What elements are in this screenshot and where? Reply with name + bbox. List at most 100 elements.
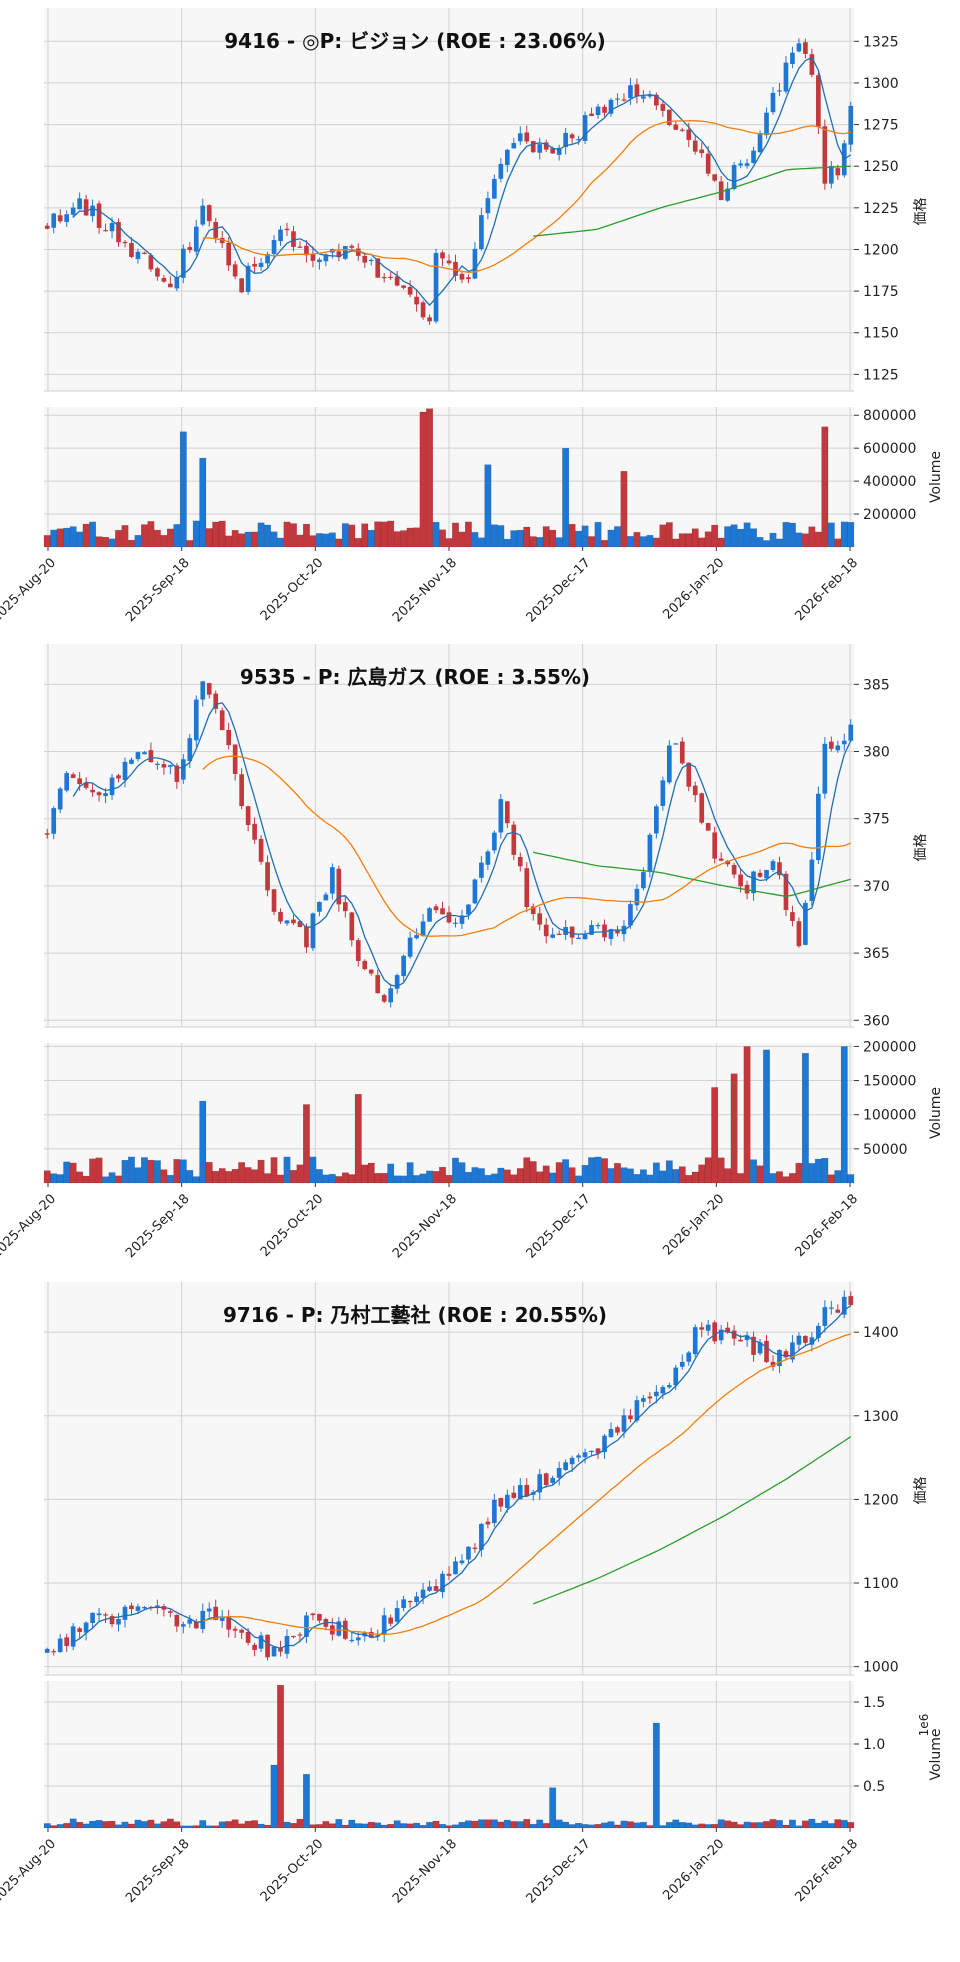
volume-bar [374,521,382,548]
candle-body [446,1573,452,1576]
volume-bar [827,522,835,548]
volume-bar [179,1825,187,1829]
candle-body [479,862,484,878]
candle-body [193,699,199,741]
volume-bar [678,1822,686,1829]
volume-tick-label: 800000 [863,408,916,424]
volume-bar [348,1174,356,1184]
volume-bar [614,1824,621,1829]
volume-bar [646,1825,654,1829]
candle-body [77,1628,82,1632]
candle-body [686,762,692,787]
candle-body [576,937,581,939]
candle-body [822,743,828,794]
candle-body [679,741,685,764]
volume-bar [588,1157,596,1184]
price-tick-label: 375 [863,812,890,828]
candle-body [368,969,374,974]
candle-body [291,1635,296,1638]
volume-bar [484,1819,492,1829]
volume-bar [140,524,148,548]
candle-body [245,265,251,292]
volume-bar [115,529,122,548]
candle-body [453,1561,458,1575]
volume-bar [374,1173,382,1184]
candle-body [64,214,70,222]
volume-bar [743,522,751,548]
candle-body [336,1621,342,1636]
volume-bar [205,1825,213,1829]
volume-bar [497,525,505,548]
volume-bar [562,1821,570,1829]
volume-bar [639,536,647,548]
candle-body [394,1608,400,1622]
volume-tick-label: 400000 [863,474,916,490]
volume-bar [341,1824,349,1829]
candle-body [679,1361,685,1367]
candle-body [129,759,134,764]
candle-body [200,205,206,225]
volume-bar [380,521,388,548]
candle-body [699,1327,705,1330]
volume-bar [244,1820,252,1829]
volume-bar [56,1824,64,1829]
candle-body [744,163,750,166]
volume-bar [335,538,343,548]
volume-tick-label: 600000 [863,441,916,457]
volume-bar [575,1822,583,1829]
candle-body [83,1622,89,1633]
candle-body [304,926,309,948]
volume-bar [140,1157,148,1184]
volume-bar [335,1819,343,1829]
volume-bar [43,535,51,548]
price-tick-label: 360 [863,1013,890,1029]
candle-body [777,90,782,92]
volume-bar [192,520,200,548]
candle-body [103,793,108,797]
date-tick-label: 2026-Jan-20 [660,555,727,622]
volume-bar [160,1821,168,1829]
candle-body [621,99,627,101]
candle-body [239,278,244,293]
candle-body [206,683,212,695]
candle-body [608,99,614,114]
volume-bar [789,1173,796,1184]
volume-bar [270,531,278,548]
volume-bar [776,538,783,548]
candle-body [602,924,607,938]
volume-bar [782,1824,790,1829]
candle-body [589,924,594,935]
candle-body [537,1474,543,1493]
candle-body [200,681,206,700]
volume-bar [303,523,310,548]
candle-body [193,226,199,252]
volume-bar [549,1787,557,1829]
volume-bar [315,533,323,548]
volume-bar [542,1165,550,1184]
volume-bar [490,1819,498,1829]
volume-bar [698,1823,706,1829]
candle-body [213,693,219,709]
volume-bar [652,1162,660,1184]
volume-bar [95,536,103,548]
volume-bar [814,1158,822,1184]
candle-body [492,1499,497,1524]
volume-tick-label: 100000 [863,1108,916,1124]
candle-body [44,1648,50,1653]
date-tick-label: 2026-Feb-18 [792,555,861,624]
candle-body [738,874,743,887]
volume-bar [633,532,641,548]
candle-body [368,259,374,262]
candle-body [517,133,523,142]
volume-bar [238,1823,246,1829]
volume-bar [147,1819,155,1829]
candle-body [219,237,225,244]
volume-bar [400,530,408,548]
date-tick-label: 2025-Oct-20 [258,1191,326,1259]
price-tick-label: 370 [863,879,890,895]
volume-bar [89,1820,97,1829]
volume-bar [516,1168,524,1184]
candle-body [103,230,108,232]
candle-body [790,1342,795,1360]
candle-body [57,788,63,810]
